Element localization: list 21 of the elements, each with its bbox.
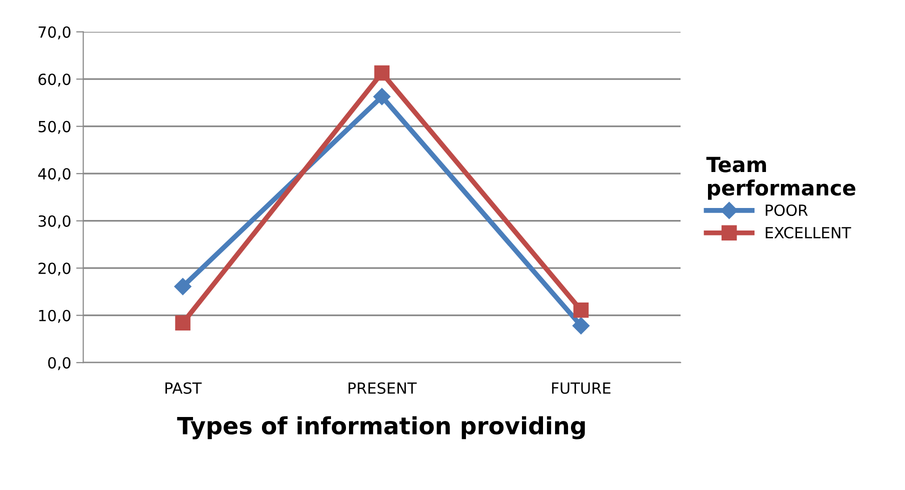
y-tick-label: 0,0: [48, 357, 70, 370]
x-tick-label: FUTURE: [552, 382, 610, 394]
x-axis-title: Types of information providing: [177, 416, 585, 440]
y-tick-label: 30,0: [38, 215, 70, 228]
y-tick-label: 40,0: [38, 168, 70, 182]
y-tick-label: 50,0: [38, 120, 70, 134]
y-tick-label: 10,0: [39, 310, 70, 323]
legend-label: EXCELLENT: [766, 226, 852, 238]
point: [573, 302, 589, 318]
legend-title: Team performance: [706, 156, 856, 200]
point: [572, 317, 590, 334]
y-tick-label: 60,0: [38, 74, 70, 87]
y-tick-label: 70,0: [38, 26, 70, 40]
y-tick-label: 20,0: [38, 262, 70, 276]
point: [175, 315, 190, 331]
point: [374, 65, 390, 81]
x-tick-label: PRESENT: [348, 382, 417, 394]
point: [373, 88, 390, 106]
point: [174, 278, 192, 296]
legend-label: POOR: [766, 204, 808, 216]
x-tick-label: PAST: [165, 382, 202, 394]
